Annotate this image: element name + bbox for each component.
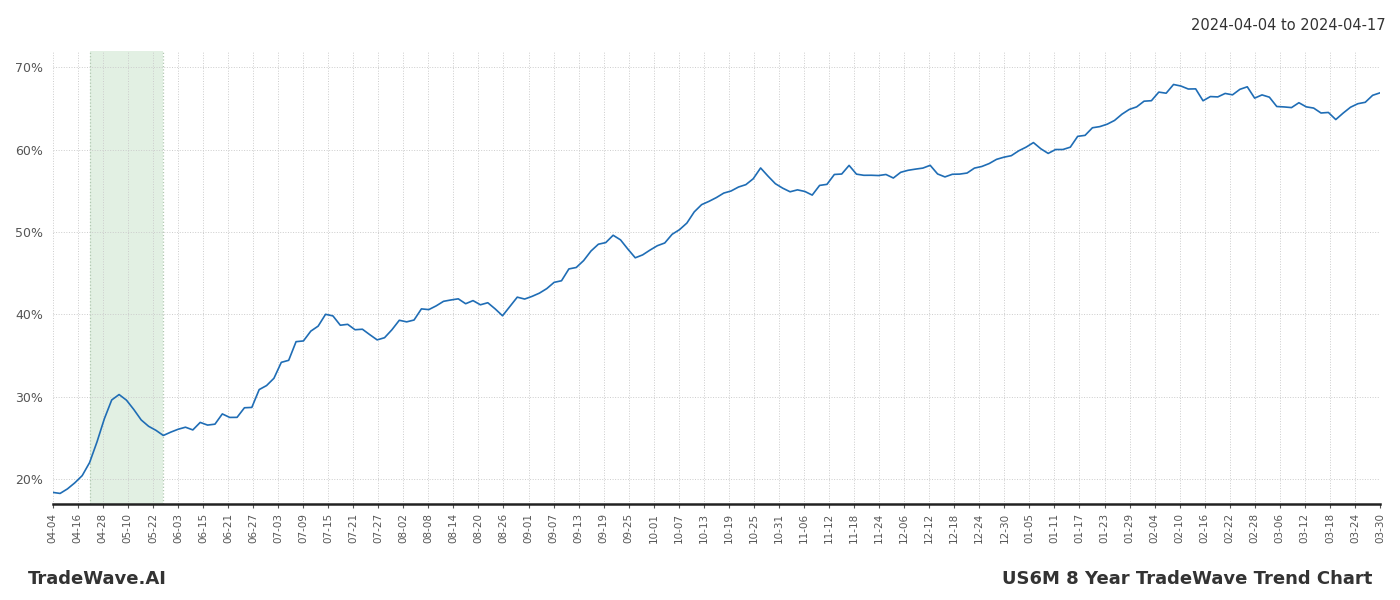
Bar bbox=[90, 51, 164, 504]
Text: TradeWave.AI: TradeWave.AI bbox=[28, 570, 167, 588]
Text: US6M 8 Year TradeWave Trend Chart: US6M 8 Year TradeWave Trend Chart bbox=[1001, 570, 1372, 588]
Text: 2024-04-04 to 2024-04-17: 2024-04-04 to 2024-04-17 bbox=[1191, 18, 1386, 33]
